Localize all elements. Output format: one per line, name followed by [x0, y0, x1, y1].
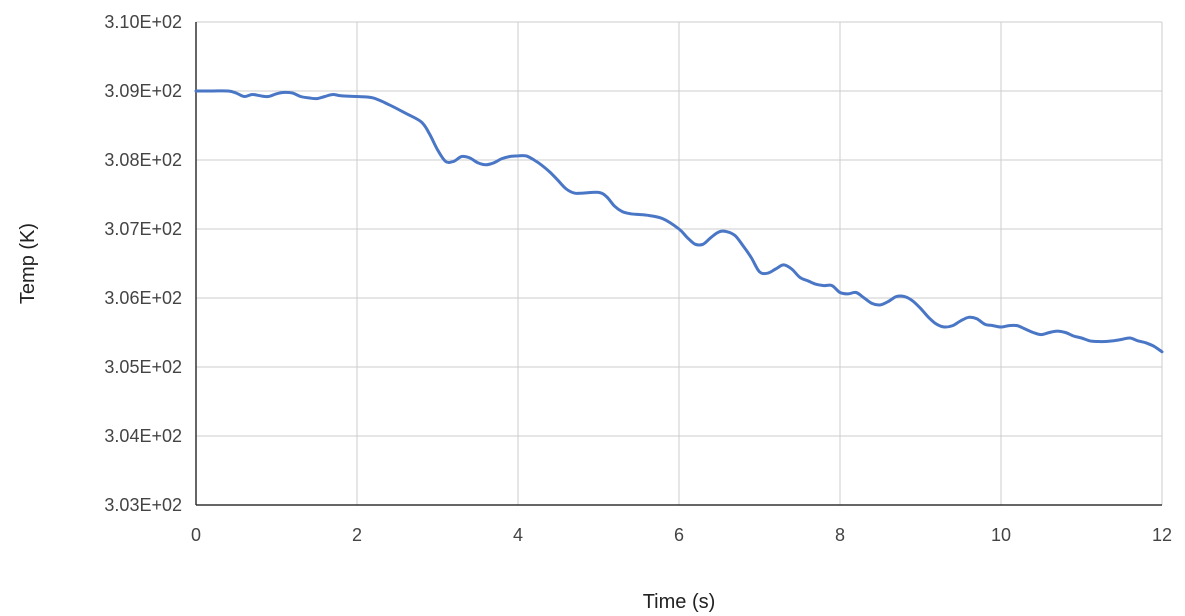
- x-tick-label: 2: [352, 525, 362, 545]
- axes: [195, 22, 1162, 506]
- series-layer: [194, 89, 1164, 354]
- y-tick-label: 3.05E+02: [104, 357, 182, 377]
- y-tick-label: 3.08E+02: [104, 150, 182, 170]
- y-tick-label: 3.06E+02: [104, 288, 182, 308]
- x-axis-title: Time (s): [643, 591, 716, 613]
- y-axis-title: Temp (K): [17, 223, 39, 304]
- y-tick-label: 3.10E+02: [104, 12, 182, 32]
- x-tick-label: 8: [835, 525, 845, 545]
- x-tick-label: 10: [991, 525, 1011, 545]
- x-tick-label: 4: [513, 525, 523, 545]
- series-line-temperature: [194, 89, 1164, 354]
- y-tick-label: 3.04E+02: [104, 426, 182, 446]
- y-tick-label: 3.03E+02: [104, 495, 182, 515]
- y-tick-label: 3.09E+02: [104, 81, 182, 101]
- y-tick-label: 3.07E+02: [104, 219, 182, 239]
- x-tick-label: 0: [191, 525, 201, 545]
- x-tick-label: 12: [1152, 525, 1172, 545]
- x-tick-label: 6: [674, 525, 684, 545]
- tick-labels: 3.03E+02 3.04E+02 3.05E+02 3.06E+02 3.07E+02…: [104, 12, 1172, 545]
